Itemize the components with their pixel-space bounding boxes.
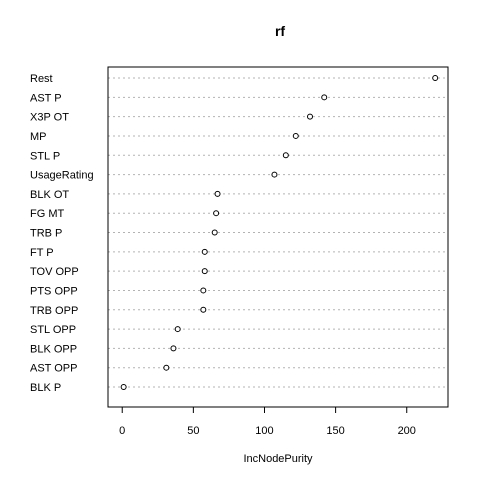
x-tick-label: 0 <box>119 425 125 437</box>
x-axis-label: IncNodePurity <box>243 453 313 465</box>
category-label: BLK P <box>30 382 61 394</box>
data-point <box>200 287 207 294</box>
data-point <box>271 171 278 178</box>
data-point <box>174 326 181 333</box>
category-label: FT P <box>30 247 54 259</box>
data-point <box>200 306 207 313</box>
data-point <box>201 248 208 255</box>
category-label: STL OPP <box>30 324 76 336</box>
data-point <box>321 94 328 101</box>
x-tick-label: 200 <box>398 425 416 437</box>
data-point <box>170 345 177 352</box>
data-points <box>120 75 439 390</box>
category-label: UsageRating <box>30 170 94 182</box>
category-label: TRB P <box>30 228 62 240</box>
category-label: PTS OPP <box>30 285 78 297</box>
category-labels: Rest AST P X3P OT MP STL P UsageRating BLK OT F… <box>30 73 94 394</box>
chart-title: rf <box>275 23 285 39</box>
category-label: BLK OPP <box>30 343 77 355</box>
category-label: STL P <box>30 150 60 162</box>
x-tick-label: 100 <box>255 425 273 437</box>
category-label: TOV OPP <box>30 266 79 278</box>
category-label: MP <box>30 131 47 143</box>
category-label: FG MT <box>30 208 64 220</box>
category-label: AST P <box>30 92 62 104</box>
data-point <box>214 190 221 197</box>
data-point <box>432 75 439 81</box>
data-point <box>292 132 299 139</box>
guide-lines <box>108 77 448 388</box>
data-point <box>120 384 127 390</box>
x-tick-label: 150 <box>326 425 344 437</box>
data-point <box>201 268 208 275</box>
category-label: BLK OT <box>30 189 69 201</box>
x-tick-label: 50 <box>187 425 199 437</box>
category-label: AST OPP <box>30 363 77 375</box>
plot-frame <box>107 66 449 408</box>
data-point <box>211 229 218 236</box>
data-point <box>163 364 170 371</box>
category-label: X3P OT <box>30 112 69 124</box>
category-label: TRB OPP <box>30 305 78 317</box>
category-label: Rest <box>30 73 53 85</box>
data-point <box>213 210 220 217</box>
x-axis: 0 50 100 150 200 <box>119 406 416 437</box>
data-point <box>282 152 289 159</box>
data-point <box>307 113 314 120</box>
